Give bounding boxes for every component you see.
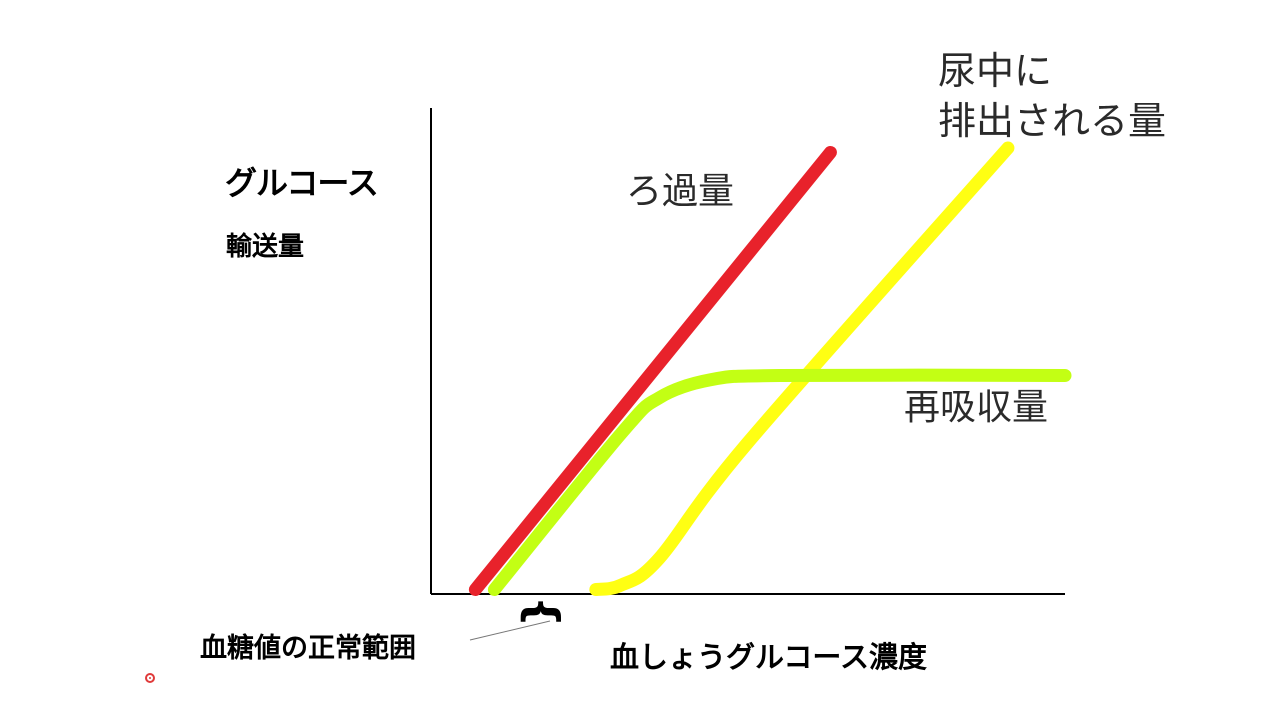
series-line-2: [589, 141, 1015, 597]
series-label-reabsorption: 再吸収量: [904, 387, 1049, 428]
series-label-urine-line1: 尿中に: [938, 49, 1053, 93]
series-layer: [468, 141, 1072, 597]
series-label-urine-line2: 排出される量: [938, 99, 1167, 143]
normal-range-brace: {: [517, 595, 569, 628]
series-line-0: [468, 145, 837, 597]
x-axis-label: 血しょうグルコース濃度: [610, 640, 927, 674]
annotation-normal-range: 血糖値の正常範囲: [200, 633, 416, 664]
annotation-leader: [469, 620, 551, 641]
y-axis-label-line2: 輸送量: [226, 232, 305, 262]
cursor-pointer: [145, 673, 155, 683]
y-axis-label-line1: グルコース: [225, 164, 379, 202]
series-label-filtration: ろ過量: [626, 171, 735, 212]
series-line-1: [487, 368, 1072, 597]
